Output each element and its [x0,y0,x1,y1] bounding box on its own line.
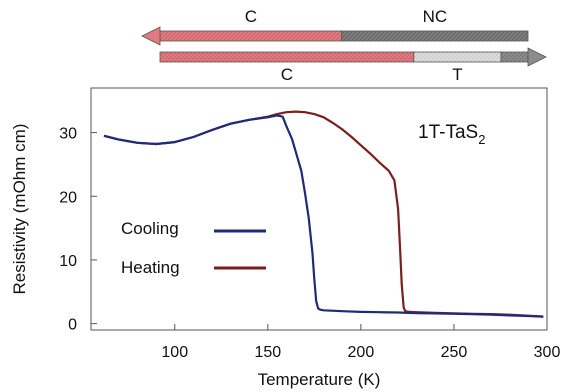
phase-segment [500,51,529,63]
x-tick-label: 250 [441,344,468,361]
x-tick-label: 100 [161,344,188,361]
y-tick-label: 20 [59,189,77,206]
arrowhead-left [141,26,161,46]
chart-title-subscript: 2 [478,132,485,147]
x-tick-label: 200 [348,344,375,361]
y-tick-label: 10 [59,253,77,270]
y-tick-label: 0 [68,317,77,334]
phase-segment [159,51,415,63]
phase-label: C [245,7,257,26]
phase-arrows: C NC C T [141,7,547,84]
phase-segment [159,30,343,42]
phase-segment [341,30,529,42]
phase-label: NC [423,7,448,26]
series-line-cooling [103,114,544,318]
chart-title-main: 1T-TaS [418,122,478,143]
y-axis-label: Resistivity (mOhm cm) [10,124,29,295]
chart-title: 1T-TaS2 [418,122,485,147]
y-axis-ticks: 0 10 20 30 [59,126,97,334]
x-axis-label: Temperature (K) [258,370,381,389]
arrowhead-right [527,47,547,67]
series-group [103,110,544,318]
x-axis-ticks: 100 150 200 250 300 [161,324,560,361]
phase-label: T [452,65,462,84]
legend-label-cooling: Cooling [121,219,179,238]
legend-label-heating: Heating [121,258,180,277]
legend: Cooling Heating [121,219,266,277]
phase-segment [413,51,502,63]
x-tick-label: 300 [534,344,561,361]
x-tick-label: 150 [254,344,281,361]
phase-label: C [281,65,293,84]
plot-frame [90,87,548,331]
y-tick-label: 30 [59,126,77,143]
